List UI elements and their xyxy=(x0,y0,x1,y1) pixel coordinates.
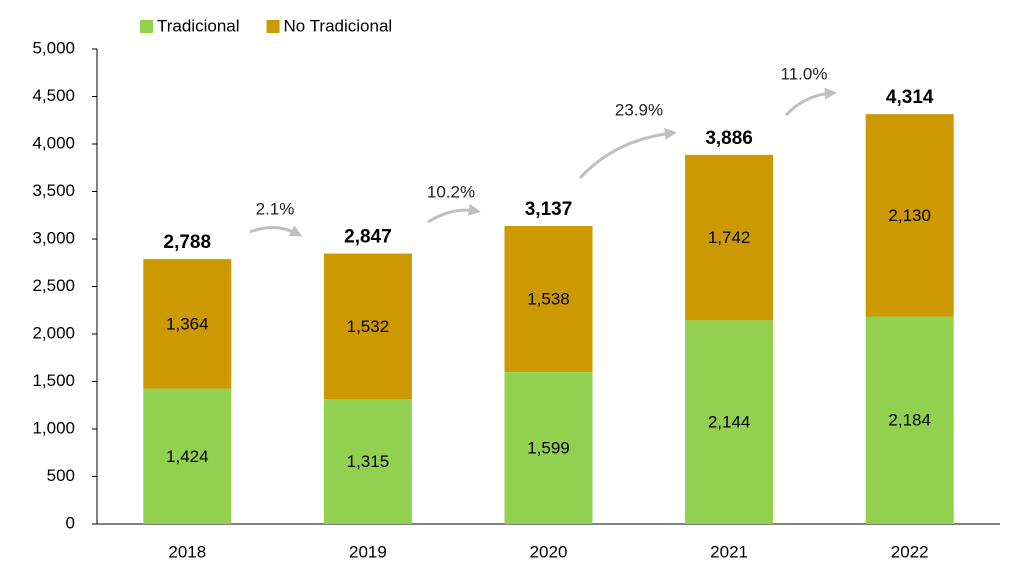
growth-annotation: 2.1% xyxy=(256,199,295,218)
y-tick-label: 2,000 xyxy=(32,323,75,342)
value-label: 1,538 xyxy=(527,290,570,309)
y-tick-label: 4,000 xyxy=(32,133,75,152)
bar-segment xyxy=(685,320,774,524)
y-tick-label: 2,500 xyxy=(32,276,75,295)
legend-swatch xyxy=(140,20,153,33)
growth-arrow xyxy=(249,225,303,237)
y-tick-label: 1,000 xyxy=(32,418,75,437)
bar-segment xyxy=(143,259,232,389)
x-tick-label: 2022 xyxy=(891,542,929,561)
total-label: 3,886 xyxy=(705,128,753,149)
y-tick-label: 500 xyxy=(47,466,75,485)
y-tick-label: 3,500 xyxy=(32,181,75,200)
total-label: 2,788 xyxy=(164,232,212,253)
growth-annotation: 10.2% xyxy=(427,182,475,201)
total-label: 2,847 xyxy=(344,227,392,248)
bar-segment xyxy=(504,225,593,373)
value-label: 2,144 xyxy=(708,413,751,432)
value-label: 1,599 xyxy=(527,439,570,458)
bar-segment xyxy=(323,253,412,400)
bar-segment xyxy=(865,114,954,317)
legend-label: Tradicional xyxy=(157,16,240,35)
y-tick-label: 4,500 xyxy=(32,86,75,105)
value-label: 1,315 xyxy=(347,452,390,471)
x-tick-label: 2018 xyxy=(168,542,206,561)
growth-annotation: 11.0% xyxy=(781,64,828,83)
value-label: 1,424 xyxy=(166,447,209,466)
bar-segment xyxy=(143,388,232,524)
y-tick-label: 1,500 xyxy=(32,371,75,390)
growth-arrow xyxy=(578,127,677,180)
y-tick-label: 3,000 xyxy=(32,228,75,247)
bar-segment xyxy=(504,372,593,524)
x-tick-label: 2020 xyxy=(530,542,568,561)
value-label: 1,742 xyxy=(708,228,751,247)
growth-arrow xyxy=(784,87,837,117)
x-tick-label: 2019 xyxy=(349,542,387,561)
growth-arrow xyxy=(427,203,481,224)
value-label: 1,532 xyxy=(347,317,390,336)
x-tick-label: 2021 xyxy=(710,542,748,561)
value-label: 2,184 xyxy=(888,411,931,430)
bar-segment xyxy=(323,399,412,524)
value-label: 2,130 xyxy=(888,206,931,225)
total-label: 4,314 xyxy=(886,87,934,108)
y-tick-label: 0 xyxy=(66,513,75,532)
bar-segment xyxy=(865,316,954,524)
total-label: 3,137 xyxy=(525,199,573,220)
bar-segment xyxy=(685,154,774,321)
y-tick-label: 5,000 xyxy=(32,38,75,57)
growth-annotation: 23.9% xyxy=(615,100,663,119)
value-label: 1,364 xyxy=(166,314,209,333)
legend-label: No Tradicional xyxy=(284,16,393,35)
legend-swatch xyxy=(266,20,280,33)
